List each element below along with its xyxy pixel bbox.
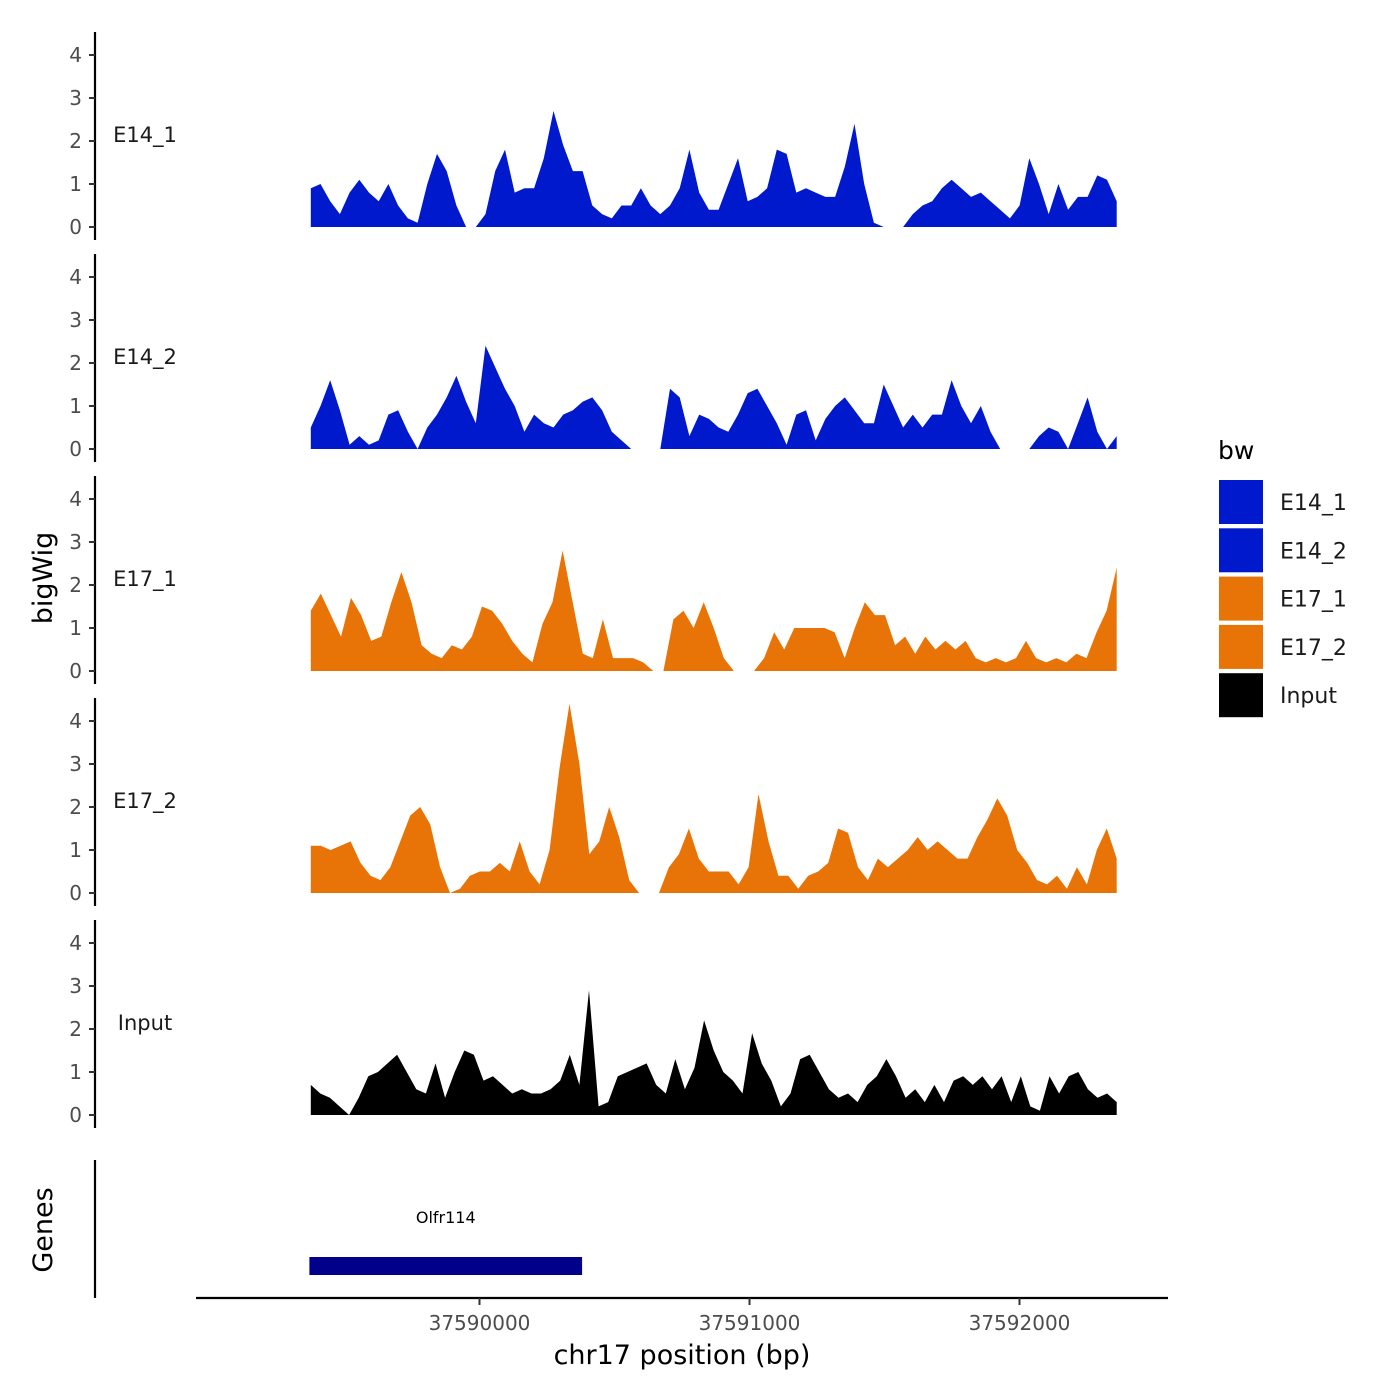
legend-swatch xyxy=(1219,528,1263,573)
legend-swatch xyxy=(1219,480,1263,524)
track-label: E17_1 xyxy=(113,567,177,592)
signal-area-e14_1 xyxy=(903,158,1117,227)
gene-name: Olfr114 xyxy=(416,1208,476,1227)
signal-area-e14_2 xyxy=(1029,427,1069,449)
y-tick-label: 3 xyxy=(69,308,82,332)
track-panel-input: 0 1 2 3 4 Input xyxy=(69,920,1117,1128)
y-tick-label: 0 xyxy=(69,215,82,239)
y-tick-label: 4 xyxy=(69,487,82,511)
y-tick-label: 3 xyxy=(69,974,82,998)
y-tick-label: 0 xyxy=(69,659,82,683)
track-label: E17_2 xyxy=(113,789,177,814)
y-tick-label: 1 xyxy=(69,172,82,196)
x-axis-title: chr17 position (bp) xyxy=(554,1340,811,1371)
signal-area-e14_2 xyxy=(417,345,632,449)
y-tick-label: 1 xyxy=(69,1060,82,1084)
signal-area-e14_2 xyxy=(1068,397,1107,449)
y-tick-label: 2 xyxy=(69,573,82,597)
gene-track-title: Genes xyxy=(28,1187,59,1272)
track-panel-e14_2: 0 1 2 3 4 E14_2 xyxy=(69,254,1117,462)
y-tick-label: 3 xyxy=(69,530,82,554)
signal-area-e17_2 xyxy=(450,703,640,893)
legend-label: Input xyxy=(1280,684,1337,709)
legend-swatch xyxy=(1219,624,1263,669)
legend-label: E17_2 xyxy=(1280,636,1347,661)
legend-title: bw xyxy=(1218,436,1254,465)
signal-area-input xyxy=(310,1084,350,1115)
track-panel-e17_1: 0 1 2 3 4 E17_1 xyxy=(69,476,1117,684)
y-tick-label: 2 xyxy=(69,1017,82,1041)
signal-area-input xyxy=(349,990,1117,1115)
signal-area-e17_1 xyxy=(663,602,734,671)
legend-swatch xyxy=(1219,576,1263,621)
track-label: E14_2 xyxy=(113,345,177,370)
y-tick-label: 2 xyxy=(69,795,82,819)
y-tick-label: 2 xyxy=(69,129,82,153)
signal-area-e17_2 xyxy=(659,794,1117,893)
y-tick-label: 1 xyxy=(69,838,82,862)
y-tick-label: 1 xyxy=(69,394,82,418)
signal-area-e17_1 xyxy=(754,567,1117,671)
y-tick-label: 0 xyxy=(69,1103,82,1127)
gene-bar xyxy=(309,1257,583,1275)
y-tick-label: 0 xyxy=(69,881,82,905)
y-tick-label: 1 xyxy=(69,616,82,640)
legend-label: E17_1 xyxy=(1280,588,1347,613)
track-label: Input xyxy=(118,1011,172,1035)
y-tick-label: 2 xyxy=(69,351,82,375)
legend-label: E14_2 xyxy=(1280,539,1347,564)
y-tick-label: 4 xyxy=(69,709,82,733)
signal-area-e14_2 xyxy=(1107,436,1117,449)
x-tick-label: 37591000 xyxy=(699,1311,801,1335)
x-tick-label: 37590000 xyxy=(429,1311,531,1335)
signal-area-e17_2 xyxy=(310,807,450,893)
y-tick-label: 4 xyxy=(69,43,82,67)
x-tick-label: 37592000 xyxy=(969,1311,1071,1335)
track-panel-e14_1: 0 1 2 3 4 E14_1 xyxy=(69,32,1117,240)
legend-label: E14_1 xyxy=(1280,491,1347,516)
track-label: E14_1 xyxy=(113,123,177,148)
legend-swatch xyxy=(1219,673,1263,718)
signal-area-e14_1 xyxy=(475,110,884,227)
signal-area-e14_2 xyxy=(660,380,1001,449)
signal-area-e14_1 xyxy=(310,153,467,227)
y-tick-label: 4 xyxy=(69,265,82,289)
y-axis-title: bigWig xyxy=(28,532,59,625)
track-panel-e17_2: 0 1 2 3 4 E17_2 xyxy=(69,698,1117,906)
y-tick-label: 3 xyxy=(69,752,82,776)
y-tick-label: 4 xyxy=(69,931,82,955)
signal-area-e17_1 xyxy=(310,550,654,671)
y-tick-label: 3 xyxy=(69,86,82,110)
signal-area-e14_2 xyxy=(310,380,418,449)
y-tick-label: 0 xyxy=(69,437,82,461)
